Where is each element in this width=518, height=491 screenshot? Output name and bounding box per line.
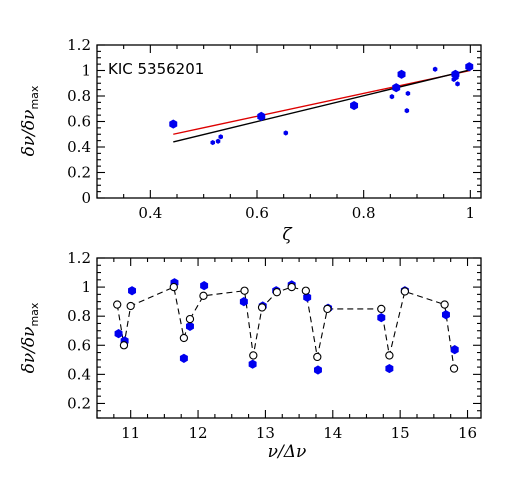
data-point — [257, 111, 266, 121]
x-tick-label: 0.8 — [352, 204, 376, 222]
x-tick-label: 0.4 — [138, 204, 162, 222]
model-point — [287, 282, 296, 292]
y-tick-label: 0.4 — [67, 365, 91, 383]
bottom-y-axis-label: δν/δνmax — [19, 302, 41, 373]
bottom-x-axis-label: ν/Δν — [268, 442, 307, 462]
model-point — [301, 286, 310, 295]
y-tick-label: 0.4 — [67, 138, 91, 156]
top-y-axis-label-sub: max — [28, 85, 41, 109]
data-point — [432, 66, 438, 72]
data-point — [169, 119, 178, 129]
observed-point — [179, 353, 188, 363]
x-tick-label: 14 — [323, 424, 342, 442]
x-tick-label: 11 — [121, 424, 140, 442]
y-tick-label: 0.8 — [67, 307, 91, 325]
x-tick-label: 13 — [256, 424, 275, 442]
model-point — [199, 291, 208, 300]
fit-line — [173, 69, 471, 135]
observed-point — [200, 281, 209, 291]
y-tick-label: 0.2 — [67, 164, 91, 182]
model-point — [113, 300, 122, 309]
observed-point — [128, 286, 137, 296]
model-point — [185, 314, 195, 324]
model-point — [323, 304, 332, 314]
top-x-axis-label: ζ — [282, 225, 293, 245]
bottom-points — [113, 278, 459, 375]
model-point — [126, 301, 135, 311]
top-fit-lines — [173, 69, 471, 143]
data-point — [455, 81, 460, 87]
data-point — [350, 100, 359, 111]
x-tick-label: 15 — [391, 424, 410, 442]
bottom-model-line — [116, 286, 455, 369]
y-tick-label: 1.2 — [67, 36, 91, 54]
model-point — [313, 352, 322, 362]
bottom-ticks: 11 12 13 14 15 16 0.2 0.4 0.6 0.8 1 1.2 — [67, 249, 481, 442]
y-tick-label: 0.2 — [67, 394, 91, 412]
model-point — [249, 351, 258, 360]
model-point — [240, 286, 249, 295]
x-tick-label: 1 — [466, 204, 476, 222]
data-point — [389, 94, 395, 100]
y-tick-label: 0.6 — [67, 336, 91, 354]
model-point — [169, 282, 178, 292]
y-tick-label: 0.8 — [67, 87, 91, 105]
observed-point — [377, 313, 386, 323]
y-tick-label: 1 — [81, 62, 91, 80]
model-point — [272, 288, 282, 297]
observed-point — [239, 297, 248, 307]
data-point — [210, 139, 215, 146]
x-tick-label: 12 — [189, 424, 208, 442]
bottom-y-axis-label-group: δν/δνmax — [19, 302, 41, 373]
model-point — [385, 351, 394, 360]
observed-point — [185, 321, 194, 331]
observed-point — [441, 310, 450, 320]
model-point — [377, 304, 386, 314]
top-y-axis-label: δν/δνmax — [19, 85, 41, 156]
observed-point — [114, 329, 123, 339]
model-point — [179, 333, 189, 343]
observed-point — [313, 365, 322, 375]
data-point — [404, 108, 410, 114]
bottom-panel: 11 12 13 14 15 16 0.2 0.4 0.6 0.8 1 1.2 ν/Δν δν/δνm… — [19, 249, 482, 462]
top-points — [169, 62, 474, 146]
fit-line — [173, 69, 471, 143]
top-y-axis-label-group: δν/δνmax — [19, 85, 41, 156]
observed-point — [450, 345, 459, 355]
model-point — [119, 341, 129, 350]
model-point — [449, 364, 459, 373]
x-tick-label: 0.6 — [245, 204, 269, 222]
observed-point — [385, 363, 394, 374]
observed-point — [248, 359, 257, 369]
data-point — [405, 90, 411, 97]
top-annotation: KIC 5356201 — [108, 60, 204, 78]
y-tick-label: 1.2 — [67, 249, 91, 267]
data-point — [218, 134, 223, 140]
model-point — [440, 300, 449, 309]
data-point — [283, 130, 289, 136]
y-tick-label: 0.6 — [67, 113, 91, 131]
bottom-y-axis-label-sub: max — [28, 302, 41, 326]
model-dashed-line — [116, 286, 455, 369]
y-tick-label: 0 — [81, 189, 91, 207]
data-point — [215, 138, 221, 144]
x-tick-label: 16 — [458, 424, 477, 442]
top-ticks: 0.4 0.6 0.8 1 0 0.2 0.4 0.6 0.8 1 1.2 — [67, 36, 481, 222]
data-point — [465, 62, 474, 72]
y-tick-label: 1 — [81, 278, 91, 296]
top-panel: 0.4 0.6 0.8 100.20.40.60.811.2 KIC 5356201 … — [19, 36, 482, 245]
observed-point — [303, 292, 312, 302]
data-point — [454, 74, 459, 81]
model-point — [257, 303, 267, 312]
data-point — [397, 69, 406, 79]
data-point — [392, 83, 401, 93]
model-point — [400, 287, 410, 296]
